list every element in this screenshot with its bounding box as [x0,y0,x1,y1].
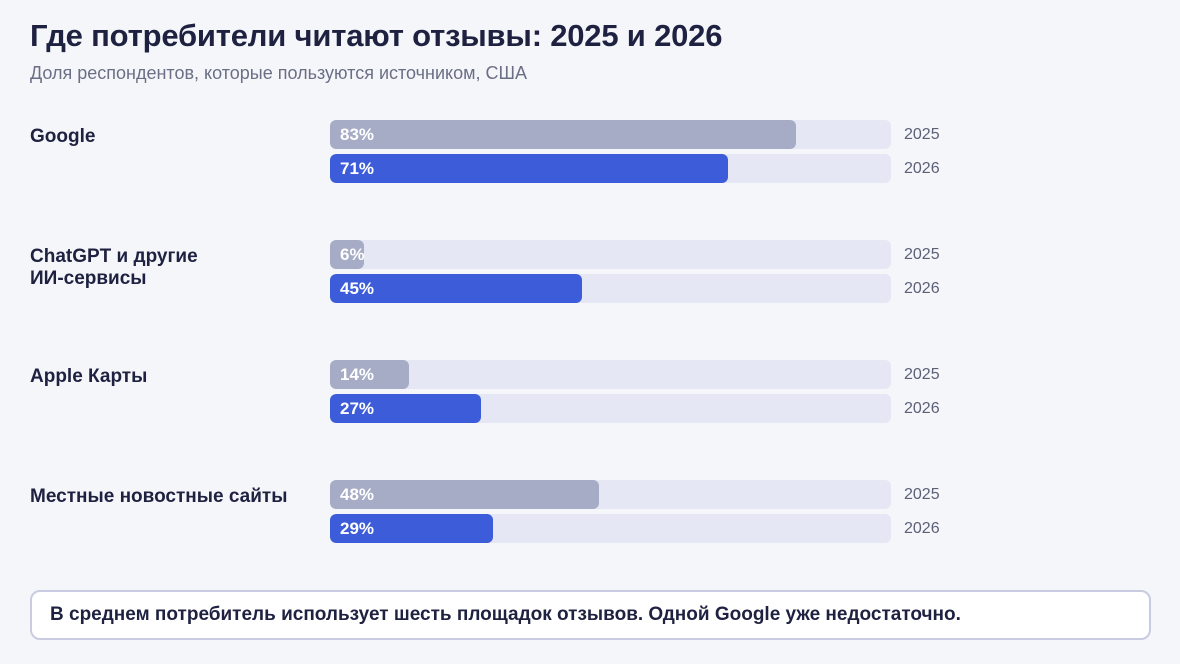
value-label: 83% [340,125,375,144]
bar-row: 48% 2025 [330,480,950,509]
value-label: 45% [340,279,375,298]
year-label: 2025 [904,486,940,503]
year-label: 2026 [904,280,940,297]
bar-2026 [330,394,481,423]
year-label: 2025 [904,126,940,143]
bar-track: 6% [330,240,891,269]
category-label: Местные новостные сайты [30,486,288,507]
category-group: Местные новостные сайты 48% 2025 29% 2026 [0,480,1180,544]
year-label: 2025 [904,246,940,263]
chart-title: Где потребители читают отзывы: 2025 и 20… [30,18,723,53]
bar-row: 83% 2025 [330,120,950,149]
bar-row: 27% 2026 [330,394,950,423]
year-label: 2025 [904,366,940,383]
category-group: Apple Карты 14% 2025 27% 2026 [0,360,1180,424]
category-label: Google [30,126,96,147]
year-label: 2026 [904,520,940,537]
category-label: ChatGPT и другие ИИ-сервисы [30,246,198,289]
category-group: ChatGPT и другие ИИ-сервисы 6% 2025 45% 2026 [0,240,1180,304]
bar-2025 [330,480,599,509]
year-label: 2026 [904,400,940,417]
bar-2026 [330,514,493,543]
category-group: Google 83% 2025 71% 2026 [0,120,1180,184]
bar-2025 [330,240,364,269]
year-label: 2026 [904,160,940,177]
chart-subtitle: Доля респондентов, которые пользуются ис… [30,63,527,83]
bar-row: 29% 2026 [330,514,950,543]
bar-2026 [330,154,728,183]
bar-2025 [330,360,409,389]
bar-track: 83% [330,120,891,149]
bar-track: 29% [330,514,891,543]
value-label: 27% [340,399,375,418]
category-label: Apple Карты [30,366,148,387]
value-label: 6% [340,245,365,264]
value-label: 71% [340,159,375,178]
value-label: 48% [340,485,375,504]
value-label: 29% [340,519,375,538]
bar-track: 27% [330,394,891,423]
bar-row: 45% 2026 [330,274,950,303]
bar-track: 14% [330,360,891,389]
summary-note: В среднем потребитель использует шесть п… [30,590,1151,640]
bar-track: 71% [330,154,891,183]
value-label: 14% [340,365,375,384]
bar-2025 [330,120,796,149]
bar-row: 6% 2025 [330,240,950,269]
bar-row: 14% 2025 [330,360,950,389]
bar-track: 48% [330,480,891,509]
bar-track: 45% [330,274,891,303]
bar-row: 71% 2026 [330,154,950,183]
bar-2026 [330,274,582,303]
